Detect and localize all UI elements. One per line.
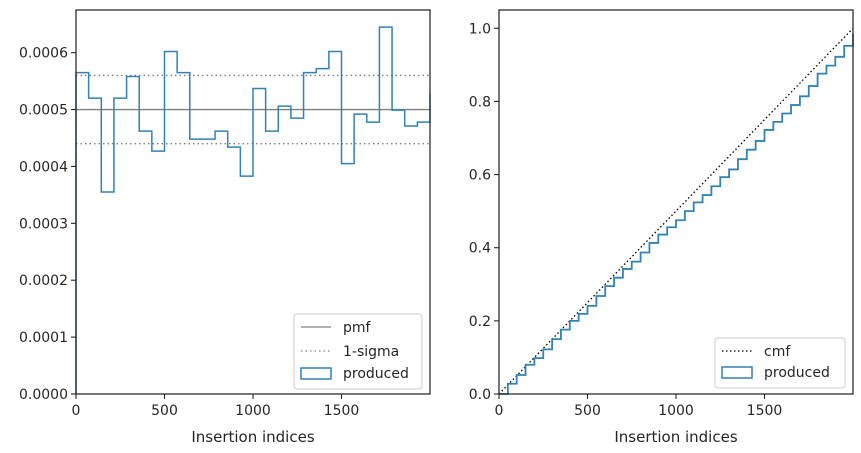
- left-y-tick-label: 0.0006: [19, 46, 68, 62]
- right-y-tick-label: 0.6: [469, 168, 491, 184]
- cmf-line: [498, 27, 854, 395]
- right-x-axis-label: Insertion indices: [614, 428, 737, 446]
- produced-cumulative-step: [499, 33, 854, 395]
- right-x-tick-label: 1500: [747, 403, 783, 419]
- legend-1-sigma-label: 1-sigma: [343, 344, 399, 360]
- left-y-tick-label: 0.0000: [19, 387, 68, 403]
- legend-produced-cmf-label: produced: [764, 365, 830, 381]
- right-y-tick-label: 1.0: [469, 21, 491, 37]
- right-x-tick-label: 500: [574, 403, 601, 419]
- right-y-tick-label: 0.8: [469, 94, 491, 110]
- right-legend: cmf produced: [714, 337, 846, 389]
- right-x-tick-label: 1000: [658, 403, 694, 419]
- left-legend-box: [293, 313, 423, 390]
- right-y-tick-label: 0.0: [469, 387, 491, 403]
- produced-histogram-step: [75, 26, 431, 394]
- legend-produced-swatch: [300, 367, 332, 380]
- left-x-tick-label: 1500: [324, 403, 360, 419]
- right-y-tick-label: 0.2: [469, 314, 491, 330]
- legend-pmf-label: pmf: [343, 320, 372, 336]
- legend-produced-label: produced: [343, 366, 409, 382]
- left-x-tick-label: 0: [72, 403, 81, 419]
- legend-cmf-label: cmf: [764, 344, 791, 360]
- left-y-tick-label: 0.0001: [19, 330, 68, 346]
- left-x-axis-label: Insertion indices: [191, 428, 314, 446]
- left-y-tick-label: 0.0005: [19, 103, 68, 119]
- cmf-panel: 0 500 1000 1500 0.0 0.2 0.4 0.6 0.8 1.0 Insertion…: [469, 9, 854, 446]
- left-x-tick-label: 500: [151, 403, 178, 419]
- legend-produced-cmf-swatch: [721, 366, 753, 379]
- left-y-tick-label: 0.0004: [19, 159, 68, 175]
- right-y-tick-label: 0.4: [469, 241, 491, 257]
- right-x-tick-label: 0: [495, 403, 504, 419]
- right-axes-frame: [498, 9, 854, 395]
- left-y-tick-label: 0.0002: [19, 273, 68, 289]
- left-legend: pmf 1-sigma produced: [293, 313, 423, 390]
- left-y-tick-label: 0.0003: [19, 216, 68, 232]
- pmf-histogram-panel: 0 500 1000 1500 0.0000 0.0001 0.0002 0.0003 0.00…: [19, 9, 431, 446]
- left-x-tick-label: 1000: [235, 403, 271, 419]
